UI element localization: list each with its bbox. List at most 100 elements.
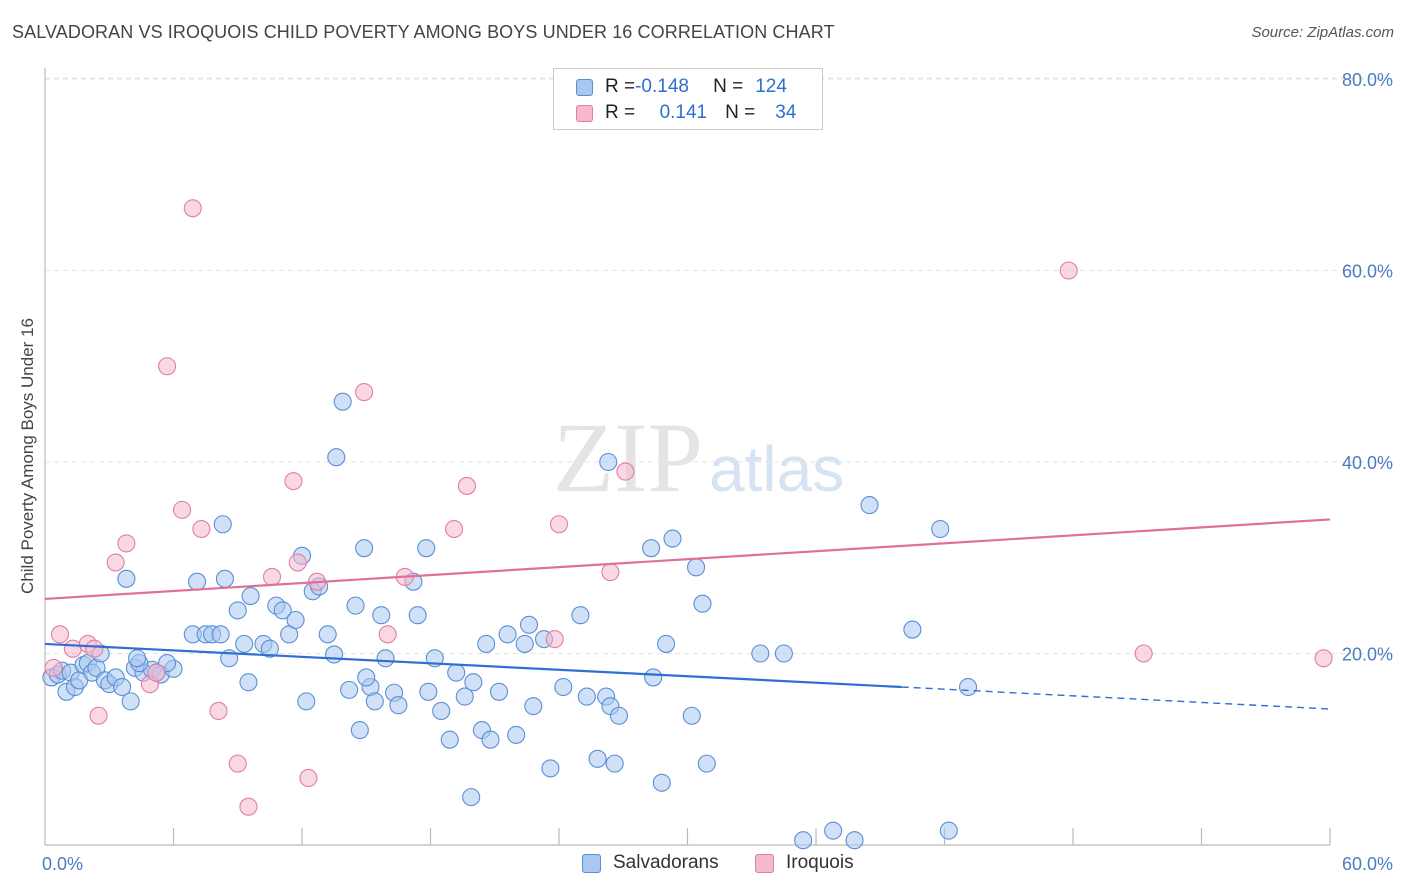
- iroquois-point: [44, 658, 63, 677]
- salvadoran-point: [440, 730, 459, 749]
- iroquois-point: [158, 357, 177, 376]
- iroquois-point: [616, 462, 635, 481]
- bottom-legend-label: Salvadorans: [613, 852, 719, 873]
- x-tick-label-min: 0.0%: [42, 854, 83, 874]
- salvadoran-point: [350, 721, 369, 740]
- salvadoran-point: [642, 539, 661, 558]
- y-tick-label: 60.0%: [1342, 262, 1393, 282]
- salvadoran-point: [939, 821, 958, 840]
- salvadoran-point: [389, 696, 408, 715]
- salvadoran-point: [239, 673, 258, 692]
- iroquois-point: [147, 663, 166, 682]
- salvadoran-point: [507, 725, 526, 744]
- salvadoran-point: [464, 673, 483, 692]
- salvadoran-point: [327, 448, 346, 467]
- salvadoran-point: [128, 649, 147, 668]
- salvadoran-point: [554, 677, 573, 697]
- iroquois-point: [262, 567, 282, 586]
- salvadoran-point: [462, 788, 481, 807]
- salvadoran-point: [571, 606, 590, 625]
- legend-n-value: 124: [755, 76, 787, 97]
- salvadoran-trend-extension: [901, 686, 1331, 710]
- grid-lines: [45, 77, 1392, 654]
- iroquois-point: [50, 625, 70, 644]
- iroquois-point: [445, 519, 464, 539]
- iroquois-point: [299, 768, 318, 788]
- salvadoran-point: [447, 663, 466, 682]
- iroquois-point: [288, 553, 307, 572]
- salvadoran-point: [903, 620, 922, 639]
- data-points: [42, 199, 1333, 850]
- watermark-zip: ZIP: [553, 402, 703, 513]
- salvadoran-point: [657, 634, 676, 653]
- iroquois-point: [89, 706, 108, 725]
- iroquois-point: [209, 701, 228, 721]
- iroquois-point: [173, 500, 192, 519]
- salvadoran-point: [419, 682, 438, 701]
- iroquois-point: [228, 754, 247, 773]
- bottom-legend-swatch-pink: [755, 853, 774, 873]
- salvadoran-point: [845, 831, 864, 850]
- legend-n-label: N =: [713, 76, 744, 97]
- salvadoran-point: [959, 677, 978, 697]
- legend-r-value: 0.141: [659, 102, 708, 123]
- legend-swatch-pink: [576, 104, 593, 122]
- salvadoran-point: [824, 821, 843, 840]
- legend-n-value: 34: [775, 102, 797, 123]
- bottom-legend-swatch-blue: [582, 853, 601, 873]
- salvadoran-point: [455, 687, 474, 706]
- salvadoran-point: [577, 687, 596, 706]
- legend-r-label: R =: [605, 102, 636, 123]
- chart-title: SALVADORAN VS IROQUOIS CHILD POVERTY AMO…: [12, 22, 835, 42]
- salvadoran-point: [432, 701, 451, 721]
- salvadoran-point: [860, 496, 879, 515]
- legend-swatch-blue: [576, 78, 593, 96]
- salvadoran-point: [188, 572, 207, 591]
- bottom-legend-label: Iroquois: [786, 852, 854, 873]
- salvadoran-point: [481, 730, 500, 749]
- salvadoran-point: [417, 539, 436, 558]
- salvadoran-point: [751, 644, 770, 663]
- salvadoran-trend-line: [44, 642, 902, 689]
- salvadoran-point: [931, 519, 950, 539]
- iroquois-point: [601, 563, 620, 582]
- y-tick-label: 40.0%: [1342, 453, 1393, 473]
- y-tick-label: 80.0%: [1342, 70, 1393, 90]
- iroquois-point: [457, 476, 476, 495]
- salvadoran-point: [260, 639, 279, 658]
- salvadoran-point: [273, 601, 292, 620]
- iroquois-point: [85, 639, 104, 658]
- salvadoran-point: [117, 569, 136, 588]
- iroquois-point: [1134, 644, 1153, 663]
- trend-lines: [44, 518, 1331, 710]
- legend-row-salvadorans: R = -0.148 N = 124: [576, 74, 787, 100]
- salvadoran-point: [235, 634, 254, 653]
- bottom-legend-iroquois: Iroquois: [755, 852, 854, 874]
- legend-n-label: N =: [725, 102, 756, 123]
- tick-labels: 20.0% 40.0% 60.0% 80.0% 0.0% 60.0%: [42, 70, 1393, 874]
- salvadoran-point: [663, 529, 682, 548]
- iroquois-point: [1314, 649, 1333, 668]
- salvadoran-point: [318, 625, 337, 644]
- axes: [44, 68, 1331, 846]
- iroquois-point: [378, 625, 397, 644]
- salvadoran-point: [340, 680, 359, 699]
- salvadoran-point: [355, 539, 374, 558]
- salvadoran-point: [408, 606, 427, 625]
- source-label: Source: ZipAtlas.com: [1251, 24, 1394, 41]
- legend-r-label: R =: [605, 76, 636, 97]
- iroquois-point: [549, 515, 569, 534]
- salvadoran-point: [774, 644, 793, 663]
- watermark-atlas: atlas: [709, 433, 845, 505]
- salvadoran-point: [605, 754, 624, 773]
- salvadoran-point: [215, 569, 234, 588]
- legend-r-value: -0.148: [635, 76, 689, 97]
- salvadoran-point: [515, 634, 534, 653]
- salvadoran-point: [687, 558, 706, 577]
- salvadoran-point: [365, 692, 384, 711]
- iroquois-point: [545, 630, 564, 649]
- iroquois-point: [63, 639, 82, 658]
- stats-legend: R = -0.148 N = 124 R = 0.141 N = 34: [553, 68, 823, 130]
- iroquois-point: [355, 383, 374, 402]
